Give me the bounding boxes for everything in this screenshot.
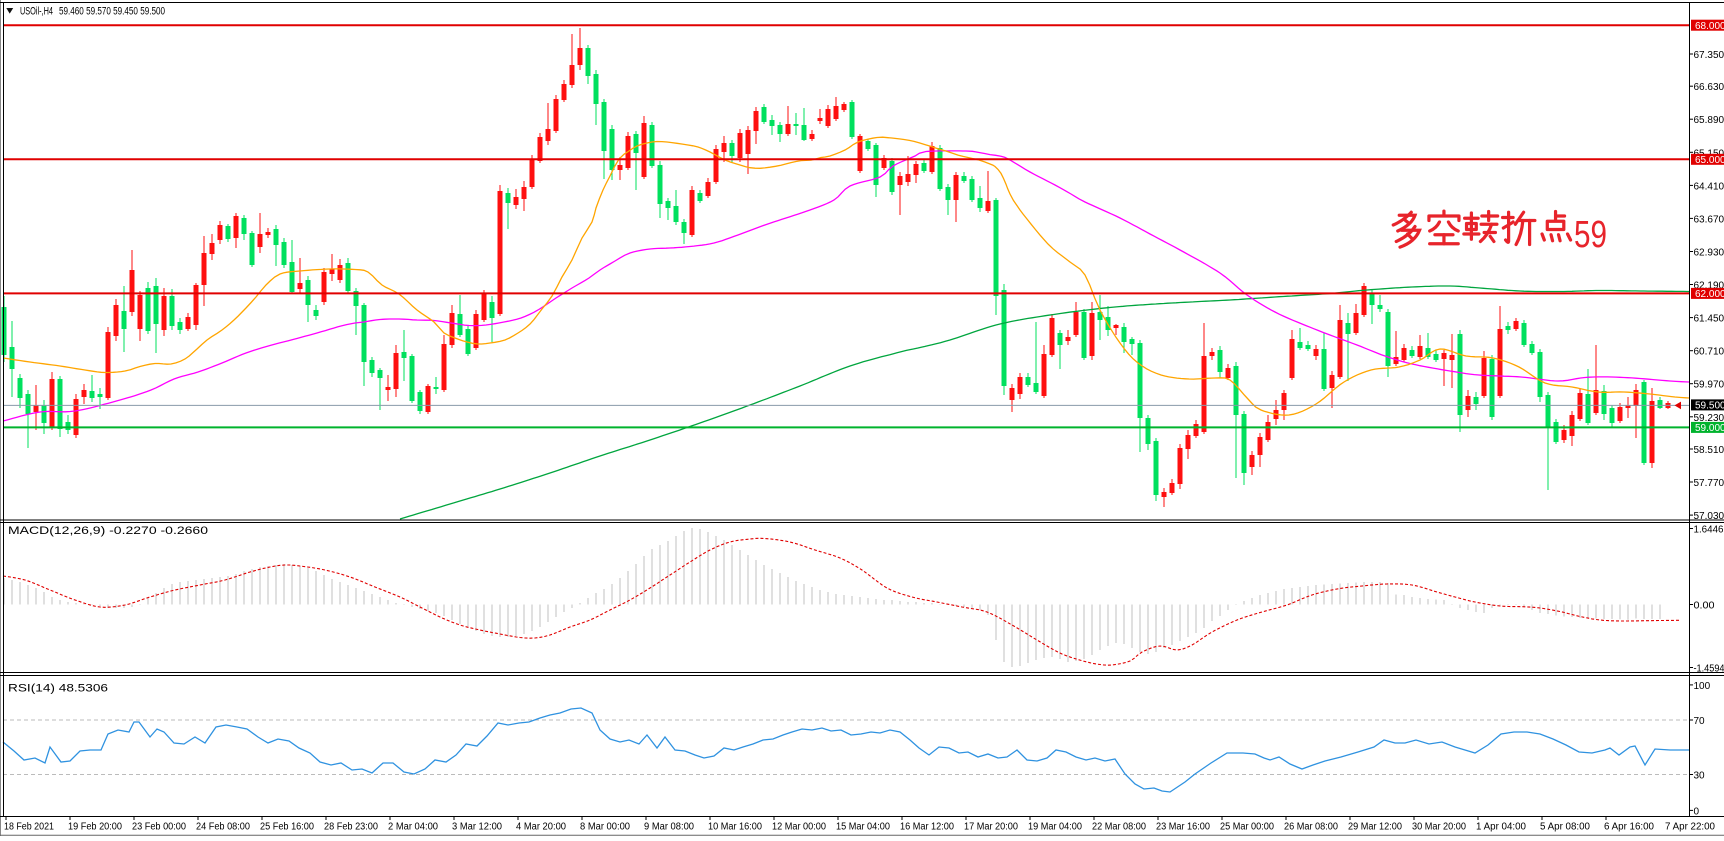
svg-text:0.00: 0.00 — [1694, 601, 1715, 612]
svg-text:57.770: 57.770 — [1694, 478, 1724, 489]
svg-text:6 Apr 16:00: 6 Apr 16:00 — [1604, 822, 1654, 833]
svg-text:0: 0 — [1694, 806, 1700, 817]
svg-text:63.670: 63.670 — [1694, 214, 1724, 225]
svg-text:59.970: 59.970 — [1694, 380, 1724, 391]
svg-text:60.710: 60.710 — [1694, 347, 1724, 358]
svg-text:2 Mar 04:00: 2 Mar 04:00 — [388, 822, 438, 833]
svg-text:30 Mar 20:00: 30 Mar 20:00 — [1412, 822, 1466, 833]
svg-text:65.890: 65.890 — [1694, 115, 1724, 126]
svg-text:RSI(14) 48.5306: RSI(14) 48.5306 — [8, 683, 108, 695]
svg-text:24 Feb 08:00: 24 Feb 08:00 — [196, 822, 250, 833]
svg-text:12 Mar 00:00: 12 Mar 00:00 — [772, 822, 826, 833]
svg-text:23 Feb 00:00: 23 Feb 00:00 — [132, 822, 186, 833]
svg-text:67.350: 67.350 — [1694, 50, 1724, 61]
svg-text:23 Mar 16:00: 23 Mar 16:00 — [1156, 822, 1210, 833]
svg-text:26 Mar 08:00: 26 Mar 08:00 — [1284, 822, 1338, 833]
svg-text:65.000: 65.000 — [1695, 155, 1724, 166]
svg-text:28 Feb 23:00: 28 Feb 23:00 — [324, 822, 378, 833]
svg-text:3 Mar 12:00: 3 Mar 12:00 — [452, 822, 502, 833]
svg-text:100: 100 — [1694, 681, 1711, 692]
svg-text:8 Mar 00:00: 8 Mar 00:00 — [580, 822, 630, 833]
svg-text:59: 59 — [1574, 214, 1607, 256]
svg-text:15 Mar 04:00: 15 Mar 04:00 — [836, 822, 890, 833]
svg-text:1 Apr 04:00: 1 Apr 04:00 — [1476, 822, 1526, 833]
svg-text:19 Mar 04:00: 19 Mar 04:00 — [1028, 822, 1082, 833]
svg-text:70: 70 — [1694, 716, 1706, 727]
svg-text:62.000: 62.000 — [1695, 289, 1724, 300]
svg-text:9 Mar 08:00: 9 Mar 08:00 — [644, 822, 694, 833]
svg-text:19 Feb 20:00: 19 Feb 20:00 — [68, 822, 122, 833]
svg-text:1.6446: 1.6446 — [1694, 525, 1724, 536]
svg-text:25 Mar 00:00: 25 Mar 00:00 — [1220, 822, 1274, 833]
svg-text:MACD(12,26,9) -0.2270 -0.2660: MACD(12,26,9) -0.2270 -0.2660 — [8, 525, 208, 537]
svg-text:68.000: 68.000 — [1695, 21, 1724, 32]
svg-text:59.460 59.570 59.450 59.500: 59.460 59.570 59.450 59.500 — [59, 6, 165, 18]
svg-text:4 Mar 20:00: 4 Mar 20:00 — [516, 822, 566, 833]
svg-text:59.500: 59.500 — [1695, 401, 1724, 412]
svg-text:5 Apr 08:00: 5 Apr 08:00 — [1540, 822, 1590, 833]
svg-text:29 Mar 12:00: 29 Mar 12:00 — [1348, 822, 1402, 833]
svg-text:18 Feb 2021: 18 Feb 2021 — [4, 822, 54, 833]
svg-text:66.630: 66.630 — [1694, 82, 1724, 93]
svg-text:7 Apr 22:00: 7 Apr 22:00 — [1665, 822, 1715, 833]
svg-text:16 Mar 12:00: 16 Mar 12:00 — [900, 822, 954, 833]
svg-text:59.000: 59.000 — [1695, 423, 1724, 434]
svg-text:USOil-,H4: USOil-,H4 — [20, 6, 53, 18]
svg-text:64.410: 64.410 — [1694, 181, 1724, 192]
svg-text:17 Mar 20:00: 17 Mar 20:00 — [964, 822, 1018, 833]
svg-text:30: 30 — [1694, 771, 1706, 782]
svg-text:61.450: 61.450 — [1694, 314, 1724, 325]
svg-text:62.930: 62.930 — [1694, 248, 1724, 259]
svg-text:10 Mar 16:00: 10 Mar 16:00 — [708, 822, 762, 833]
svg-text:25 Feb 16:00: 25 Feb 16:00 — [260, 822, 314, 833]
svg-text:58.510: 58.510 — [1694, 445, 1724, 456]
svg-text:22 Mar 08:00: 22 Mar 08:00 — [1092, 822, 1146, 833]
